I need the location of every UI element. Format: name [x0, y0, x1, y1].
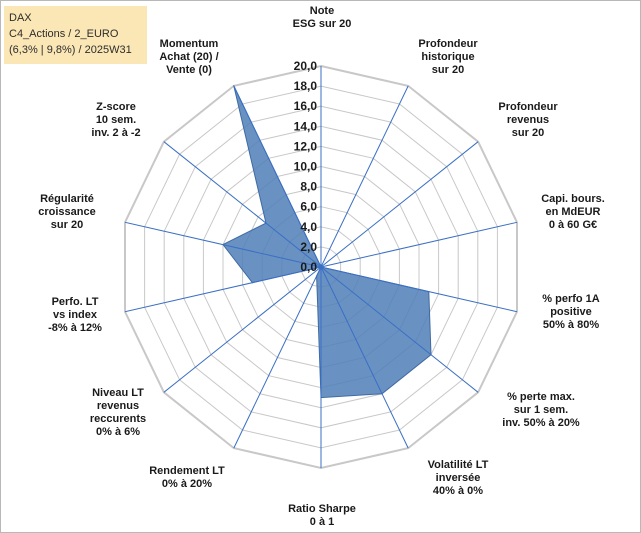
axis-label-3: Capi. bours. en MdEUR 0 à 60 G€	[541, 193, 605, 231]
axis-label-line: 0 à 1	[310, 516, 334, 528]
axis-label-line: sur 20	[432, 64, 464, 76]
tick-label: 8,0	[300, 180, 317, 194]
data-series-area	[222, 85, 432, 399]
axis-label-line: revenus	[97, 400, 139, 412]
axis-label-12: Z-score 10 sem. inv. 2 à -2	[91, 101, 140, 139]
axis-label-line: Ratio Sharpe	[288, 503, 356, 515]
spoke-11	[124, 221, 322, 268]
axis-label-line: Achat (20) /	[159, 51, 218, 63]
axis-label-line: Profondeur	[498, 101, 558, 113]
axis-label-line: Régularité	[40, 193, 94, 205]
axis-label-line: Capi. bours.	[541, 193, 605, 205]
axis-label-line: % perfo 1A	[542, 293, 600, 305]
axis-label-line: sur 20	[512, 127, 544, 139]
info-box: DAX C4_Actions / 2_EURO (6,3% | 9,8%) / …	[4, 6, 147, 64]
axis-label-line: revenus	[507, 114, 549, 126]
spoke-3	[320, 221, 518, 268]
axis-label-line: vs index	[53, 309, 98, 321]
tick-label: 4,0	[300, 220, 317, 234]
axis-label-11: Régularité croissance sur 20	[38, 193, 95, 231]
axis-label-line: reccurents	[90, 413, 146, 425]
axis-label-line: sur 20	[51, 219, 83, 231]
axis-label-line: Rendement LT	[149, 465, 225, 477]
axis-label-1: Profondeur historique sur 20	[418, 38, 478, 76]
tick-label: 6,0	[300, 200, 317, 214]
axis-label-line: historique	[421, 51, 474, 63]
axis-label-line: croissance	[38, 206, 95, 218]
axis-label-line: Volatilité LT	[428, 459, 489, 471]
axis-label-line: 50% à 80%	[543, 319, 599, 331]
tick-label: 18,0	[294, 79, 318, 93]
axis-label-2: Profondeur revenus sur 20	[498, 101, 558, 139]
axis-label-line: 0% à 20%	[162, 478, 212, 490]
spoke-4	[320, 266, 518, 313]
axis-label-line: 0% à 6%	[96, 426, 140, 438]
tick-label: 0,0	[300, 260, 317, 274]
axis-label-line: positive	[550, 306, 592, 318]
axis-label-7: Ratio Sharpe 0 à 1	[288, 503, 356, 528]
spoke-5	[320, 266, 479, 393]
axis-label-line: ESG sur 20	[293, 18, 352, 30]
tick-label: 20,0	[294, 59, 318, 73]
axis-label-line: sur 1 sem.	[514, 404, 568, 416]
tick-label: 12,0	[294, 139, 318, 153]
axis-label-9: Niveau LT revenus reccurents 0% à 6%	[90, 387, 146, 438]
spoke-8	[233, 266, 322, 449]
axis-label-line: Vente (0)	[166, 64, 212, 76]
axis-label-4: % perfo 1A positive 50% à 80%	[542, 293, 600, 331]
axis-label-5: % perte max. sur 1 sem. inv. 50% à 20%	[502, 391, 580, 429]
spoke-9	[163, 266, 322, 393]
axis-label-6: Volatilité LT inversée 40% à 0%	[428, 459, 489, 497]
spoke-12	[163, 141, 322, 268]
axis-label-0: Note ESG sur 20	[293, 5, 352, 30]
spoke-layer	[124, 66, 518, 468]
info-index-name: DAX	[9, 12, 32, 24]
spoke-13	[233, 85, 322, 268]
tick-label: 10,0	[294, 160, 318, 174]
axis-label-line: 10 sem.	[96, 114, 136, 126]
axis-label-line: Momentum	[160, 38, 219, 50]
axis-label-line: Profondeur	[418, 38, 478, 50]
spoke-6	[320, 266, 409, 449]
axis-label-line: 40% à 0%	[433, 485, 483, 497]
tick-layer: 0,0 2,0 4,0 6,0 8,0 10,0 12,0 14,0 16,0 18,0 20,0	[294, 59, 318, 274]
axis-label-line: Perfo. LT	[52, 296, 99, 308]
axis-label-line: 0 à 60 G€	[549, 219, 597, 231]
axis-label-line: % perte max.	[507, 391, 575, 403]
axis-label-line: Z-score	[96, 101, 136, 113]
spoke-10	[124, 266, 322, 313]
axis-label-line: -8% à 12%	[48, 322, 102, 334]
info-category: C4_Actions / 2_EURO	[9, 28, 119, 40]
axis-label-8: Rendement LT 0% à 20%	[149, 465, 225, 490]
tick-label: 2,0	[300, 240, 317, 254]
axis-label-line: inv. 2 à -2	[91, 127, 140, 139]
axis-label-line: en MdEUR	[546, 206, 601, 218]
spoke-1	[320, 85, 409, 268]
axis-label-line: Note	[310, 5, 334, 17]
axis-label-13: Momentum Achat (20) / Vente (0)	[159, 38, 218, 76]
axis-label-line: Niveau LT	[92, 387, 144, 399]
info-period: (6,3% | 9,8%) / 2025W31	[9, 44, 132, 56]
axis-label-line: inversée	[436, 472, 481, 484]
tick-label: 14,0	[294, 119, 318, 133]
tick-label: 16,0	[294, 99, 318, 113]
axis-label-line: inv. 50% à 20%	[502, 417, 580, 429]
axis-label-10: Perfo. LT vs index -8% à 12%	[48, 296, 102, 334]
data-layer	[222, 85, 432, 399]
spoke-2	[320, 141, 479, 268]
